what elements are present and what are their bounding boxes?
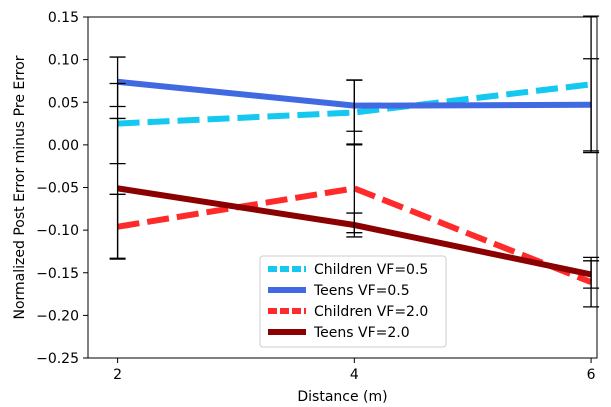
y-tick-label: 0.15 — [48, 10, 79, 26]
y-tick-label: −0.15 — [36, 266, 79, 282]
plot-area — [109, 15, 600, 308]
legend: Children VF=0.5 Teens VF=0.5 Children VF=2… — [259, 255, 447, 348]
series-line-children-vf-2-0 — [117, 185, 593, 285]
legend-label-children-vf-2-0: Children VF=2.0 — [314, 304, 428, 320]
y-tick-label: 0.10 — [48, 53, 79, 69]
legend-label-children-vf-0-5: Children VF=0.5 — [314, 262, 428, 278]
series-line-children-vf-0-5 — [117, 81, 592, 127]
x-axis-label: Distance (m) — [297, 389, 387, 405]
y-tick-label: 0.00 — [48, 138, 79, 154]
legend-label-teens-vf-0-5: Teens VF=0.5 — [313, 283, 410, 299]
y-tick-label: −0.10 — [36, 223, 79, 239]
axis-ticks: 2 4 6 −0.25 −0.20 −0.15 −0.10 −0.05 0.00 0.05 0.10… — [36, 10, 596, 383]
error-bar-teens-vf-0-5 — [346, 79, 363, 132]
y-tick-label: −0.05 — [36, 181, 79, 197]
error-bar-teens-vf-0-5 — [109, 56, 126, 108]
error-bar-teens-vf-2-0 — [109, 117, 126, 259]
y-tick-label: 0.05 — [48, 95, 79, 111]
legend-box — [259, 255, 447, 348]
error-bar-teens-vf-0-5 — [583, 58, 600, 152]
y-tick-label: −0.20 — [36, 308, 79, 324]
x-tick-label: 4 — [350, 367, 359, 383]
x-tick-label: 6 — [587, 367, 596, 383]
y-axis-label: Normalized Post Error minus Pre Error — [12, 55, 28, 319]
x-tick-label: 2 — [113, 367, 122, 383]
y-tick-label: −0.25 — [36, 351, 79, 367]
error-bar-teens-vf-2-0 — [583, 260, 600, 289]
legend-label-teens-vf-2-0: Teens VF=2.0 — [313, 325, 410, 341]
error-bar-teens-vf-2-0 — [346, 212, 363, 238]
